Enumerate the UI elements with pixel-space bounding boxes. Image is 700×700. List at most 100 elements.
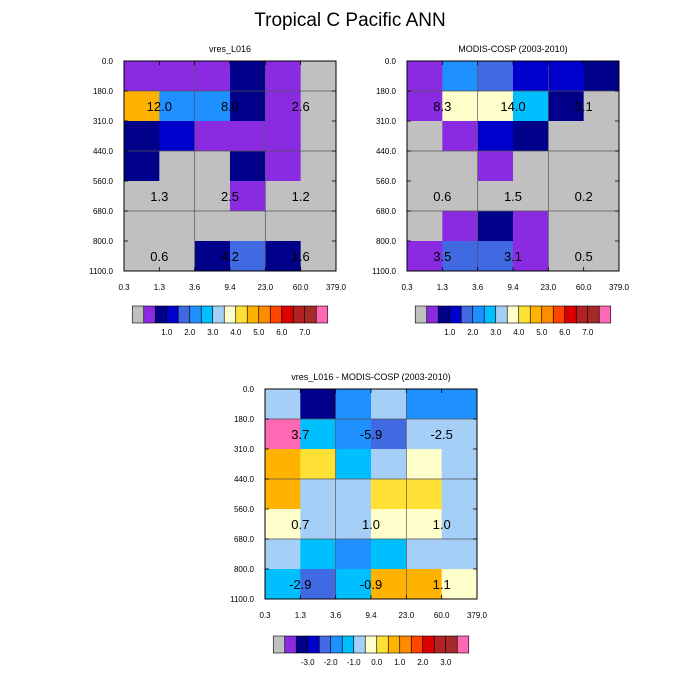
colorbar-box	[200, 305, 214, 324]
y-tick-label: 310.0	[93, 117, 114, 126]
heatmap-cell	[406, 569, 443, 600]
colorbar-label: 6.0	[559, 328, 571, 337]
colorbar-box	[307, 635, 320, 654]
colorbar-box	[456, 635, 470, 654]
heatmap-cell	[371, 419, 407, 450]
heatmap-cell	[477, 61, 514, 92]
panel-observation: MODIS-COSP (2003-2010) 0.3 1.3 3.6 9.4 23.0 60…	[372, 44, 629, 337]
heatmap-cell	[194, 241, 231, 272]
colorbar-box	[246, 305, 260, 324]
heatmap-cell	[406, 419, 443, 450]
colorbar-label: 2.0	[467, 328, 479, 337]
cell-value-label: 1.5	[504, 189, 522, 204]
heatmap-cell	[300, 121, 337, 152]
colorbar-label: 4.0	[230, 328, 242, 337]
y-tick-label: 680.0	[376, 207, 397, 216]
heatmap-cell	[300, 389, 337, 420]
colorbar-label: 0.0	[371, 658, 383, 667]
panel-model: vres_L016 0.3 1.3 3.6 9.4 23.0 60.0 379.0 0.0 180…	[89, 44, 346, 337]
heatmap-cell	[513, 91, 549, 122]
heatmap-cell	[300, 539, 337, 570]
heatmap-cell	[371, 449, 407, 480]
heatmap-cell	[371, 539, 407, 570]
heatmap-cell	[124, 91, 160, 122]
cell-value-label: 4.2	[221, 249, 239, 264]
heatmap-cell	[442, 121, 479, 152]
y-tick-label: 310.0	[234, 445, 255, 454]
heatmap-cell	[265, 121, 302, 152]
colorbar-box	[399, 635, 412, 654]
colorbar-label: 6.0	[276, 328, 288, 337]
heatmap-cell	[406, 449, 443, 480]
heatmap-cell	[300, 211, 337, 242]
colorbar-box	[449, 305, 462, 324]
heatmap-cell	[300, 181, 337, 212]
heatmap-cell	[513, 151, 549, 182]
heatmap-cell	[548, 121, 585, 152]
heatmap-cell	[513, 241, 549, 272]
heatmap-cell	[407, 241, 443, 272]
heatmap-cell	[159, 181, 196, 212]
heatmap-cell	[194, 91, 231, 122]
heatmap-cell	[441, 479, 478, 510]
heatmap-cell	[548, 91, 585, 122]
colorbar-box	[598, 305, 612, 324]
cell-value-label: -2.5	[430, 427, 452, 442]
colorbar-label: 5.0	[253, 328, 265, 337]
colorbar-box	[235, 305, 248, 324]
x-tick-label: 1.3	[295, 611, 307, 620]
colorbar-box	[330, 635, 343, 654]
colorbar-box	[506, 305, 520, 324]
colorbar-label: -1.0	[347, 658, 361, 667]
colorbar-box	[495, 305, 508, 324]
cell-value-label: 0.7	[291, 517, 309, 532]
heatmap-cell	[407, 181, 443, 212]
y-tick-label: 680.0	[93, 207, 114, 216]
colorbar-box	[143, 305, 156, 324]
heatmap-cell	[230, 151, 266, 182]
heatmap-cell	[300, 241, 337, 272]
panel-difference: vres_L016 - MODIS-COSP (2003-2010) 0.3 1.3…	[230, 372, 487, 667]
colorbar-box	[292, 305, 306, 324]
cell-value-label: 2.6	[292, 99, 310, 114]
heatmap-cell	[159, 241, 196, 272]
heatmap-cell	[230, 241, 266, 272]
y-tick-label: 560.0	[93, 177, 114, 186]
heatmap-cell	[230, 121, 266, 152]
heatmap-cell	[407, 151, 443, 182]
heatmap-cell	[265, 91, 302, 122]
colorbar-box	[284, 635, 297, 654]
colorbar-label: 1.0	[161, 328, 173, 337]
heatmap-cell	[548, 61, 585, 92]
cell-value-label: -5.9	[360, 427, 382, 442]
colorbar-box	[131, 305, 145, 324]
heatmap-cell	[441, 509, 478, 540]
heatmap-cell	[335, 509, 372, 540]
y-tick-label: 0.0	[243, 385, 255, 394]
x-tick-label: 379.0	[609, 283, 630, 292]
heatmap-cell	[159, 211, 196, 242]
heatmap-cell	[583, 241, 620, 272]
colorbar-box	[414, 305, 428, 324]
colorbar-box	[422, 635, 435, 654]
cell-value-label: 8.0	[221, 99, 239, 114]
x-tick-label: 23.0	[399, 611, 415, 620]
heatmap-cell	[407, 211, 443, 242]
heatmap-cell	[124, 61, 160, 92]
heatmap-cell	[477, 181, 514, 212]
heatmap-cell	[230, 211, 266, 242]
colorbar-box	[541, 305, 554, 324]
heatmap-cell	[300, 449, 337, 480]
colorbar-label: 5.0	[536, 328, 548, 337]
colorbar-box	[189, 305, 202, 324]
colorbar-box	[281, 305, 294, 324]
heatmap-cell	[371, 569, 407, 600]
heatmap-cell	[477, 241, 514, 272]
colorbar-label: 3.0	[207, 328, 219, 337]
cell-value-label: 1.6	[292, 249, 310, 264]
cell-value-label: 3.5	[433, 249, 451, 264]
x-tick-label: 9.4	[224, 283, 236, 292]
heatmap-cell	[441, 569, 478, 600]
x-tick-label: 60.0	[576, 283, 592, 292]
